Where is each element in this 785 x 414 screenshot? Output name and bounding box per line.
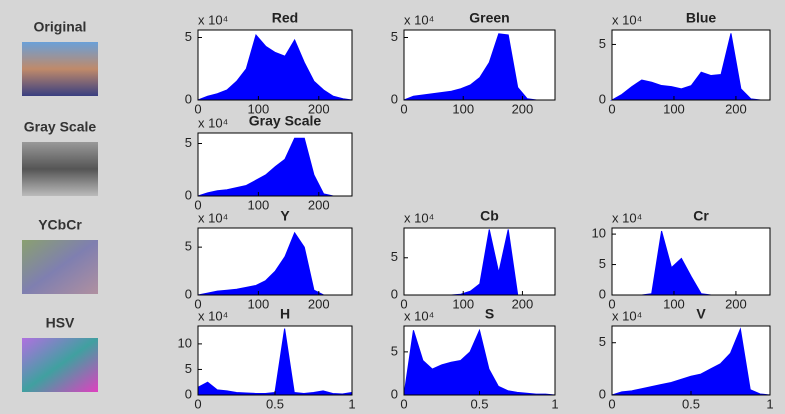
- y-tick-label: 0: [185, 187, 192, 202]
- thumbnail-ycbcr: [22, 240, 98, 294]
- x-tick-label: 100: [452, 296, 474, 311]
- x-tick-label: 0.5: [682, 396, 700, 411]
- chart-title: Cb: [480, 208, 499, 224]
- scale-label: x 10⁴: [198, 115, 228, 130]
- chart-title: Red: [272, 10, 298, 26]
- x-tick-label: 200: [308, 101, 330, 116]
- y-tick-label: 5: [391, 29, 398, 44]
- y-tick-label: 0: [599, 386, 606, 401]
- x-tick-label: 200: [725, 101, 747, 116]
- row-label: Original: [34, 19, 87, 35]
- x-tick-label: 100: [248, 296, 270, 311]
- x-tick-label: 0: [194, 197, 201, 212]
- scale-label: x 10⁴: [612, 12, 642, 27]
- x-tick-label: 0: [608, 101, 615, 116]
- chart-title: V: [696, 306, 706, 322]
- y-tick-label: 5: [599, 36, 606, 51]
- axes-box: [197, 227, 353, 296]
- chart-title: Blue: [686, 10, 717, 26]
- x-tick-label: 0: [400, 296, 407, 311]
- y-tick-label: 0: [185, 91, 192, 106]
- y-tick-label: 5: [599, 334, 606, 349]
- histogram-area: [197, 33, 353, 101]
- axes-box: [197, 29, 353, 101]
- histogram-area: [610, 33, 770, 101]
- x-tick-label: 200: [512, 101, 534, 116]
- x-tick-label: 0: [194, 296, 201, 311]
- chart-title: H: [280, 306, 290, 322]
- y-tick-label: 0: [185, 286, 192, 301]
- y-tick-label: 0: [391, 91, 398, 106]
- scale-label: x 10⁴: [198, 308, 228, 323]
- x-tick-label: 0: [608, 296, 615, 311]
- axes-box: [403, 227, 556, 296]
- row-label: YCbCr: [38, 217, 82, 233]
- row-label: Gray Scale: [24, 119, 97, 135]
- y-tick-label: 5: [391, 343, 398, 358]
- scale-label: x 10⁴: [612, 210, 642, 225]
- y-tick-label: 0: [599, 286, 606, 301]
- scale-label: x 10⁴: [404, 12, 434, 27]
- x-tick-label: 1: [348, 396, 355, 411]
- chart-title: Y: [280, 208, 290, 224]
- x-tick-label: 100: [452, 101, 474, 116]
- x-tick-label: 1: [551, 396, 558, 411]
- scale-label: x 10⁴: [404, 210, 434, 225]
- x-tick-label: 200: [725, 296, 747, 311]
- scale-label: x 10⁴: [612, 308, 642, 323]
- scale-label: x 10⁴: [198, 12, 228, 27]
- y-tick-label: 10: [592, 226, 606, 241]
- scale-label: x 10⁴: [404, 308, 434, 323]
- plot-area: [198, 326, 352, 395]
- x-tick-label: 200: [512, 296, 534, 311]
- x-tick-label: 100: [663, 296, 685, 311]
- row-label: HSV: [46, 315, 75, 331]
- x-tick-label: 0: [194, 396, 201, 411]
- y-tick-label: 0: [599, 91, 606, 106]
- x-tick-label: 200: [308, 296, 330, 311]
- chart-title: Green: [469, 10, 509, 26]
- x-tick-label: 200: [308, 197, 330, 212]
- y-tick-label: 10: [178, 335, 192, 350]
- axes-box: [197, 132, 353, 197]
- histogram-area: [197, 328, 353, 396]
- histogram-area: [611, 327, 771, 396]
- y-tick-label: 5: [185, 29, 192, 44]
- y-tick-label: 0: [391, 286, 398, 301]
- x-tick-label: 0.5: [266, 396, 284, 411]
- thumbnail-gray: [22, 142, 98, 196]
- x-tick-label: 0.5: [470, 396, 488, 411]
- x-tick-label: 100: [663, 101, 685, 116]
- x-tick-label: 100: [248, 197, 270, 212]
- histogram-area: [403, 328, 556, 396]
- chart-title: Cr: [693, 208, 709, 224]
- x-tick-label: 0: [400, 101, 407, 116]
- y-tick-label: 5: [185, 239, 192, 254]
- y-tick-label: 5: [391, 249, 398, 264]
- axes-box: [611, 227, 771, 296]
- x-tick-label: 0: [400, 396, 407, 411]
- scale-label: x 10⁴: [198, 210, 228, 225]
- axes-box: [403, 29, 556, 101]
- x-tick-label: 100: [248, 101, 270, 116]
- y-tick-label: 5: [185, 361, 192, 376]
- y-tick-label: 5: [599, 256, 606, 271]
- y-tick-label: 0: [185, 386, 192, 401]
- y-tick-label: 0: [391, 386, 398, 401]
- x-tick-label: 0: [194, 101, 201, 116]
- axes-box: [611, 29, 771, 101]
- chart-title: S: [485, 306, 494, 322]
- x-tick-label: 1: [766, 396, 773, 411]
- chart-title: Gray Scale: [249, 113, 322, 129]
- thumbnail-hsv: [22, 338, 98, 392]
- x-tick-label: 0: [608, 396, 615, 411]
- y-tick-label: 5: [185, 135, 192, 150]
- thumbnail-original: [22, 42, 98, 96]
